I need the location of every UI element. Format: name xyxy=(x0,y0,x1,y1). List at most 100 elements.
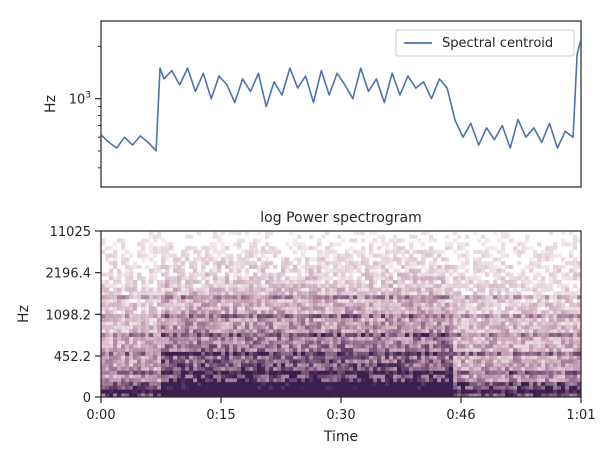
spectrogram-cell xyxy=(313,287,318,292)
spectrogram-cell xyxy=(145,283,150,288)
spectrogram-cell xyxy=(569,336,574,341)
spectrogram-cell xyxy=(437,336,442,341)
spectrogram-cell xyxy=(273,246,278,251)
spectrogram-cell xyxy=(117,329,122,334)
spectrogram-cell xyxy=(409,287,414,292)
spectrogram-cell xyxy=(329,332,334,337)
spectrogram-cell xyxy=(329,321,334,326)
spectrogram-cell xyxy=(533,378,538,383)
spectrogram-cell xyxy=(425,310,430,315)
spectrogram-cell xyxy=(197,280,202,285)
spectrogram-cell xyxy=(129,276,134,281)
spectrogram-cell xyxy=(389,393,394,397)
spectrogram-cell xyxy=(289,336,294,341)
spectrogram-cell xyxy=(313,370,318,375)
spectrogram-cell xyxy=(157,298,162,303)
spectrogram-cell xyxy=(317,355,322,360)
spectrogram-cell xyxy=(297,332,302,337)
spectrogram-cell xyxy=(265,344,270,349)
spectrogram-cell xyxy=(173,366,178,371)
spectrogram-cell xyxy=(413,366,418,371)
spectrogram-cell xyxy=(265,295,270,300)
spectrogram-cell xyxy=(521,347,526,353)
spectrogram-cell xyxy=(281,378,286,383)
spectrogram-cell xyxy=(509,329,514,334)
spectrogram-cell xyxy=(233,283,238,288)
spectrogram-cell xyxy=(205,321,210,326)
spectrogram-cell xyxy=(373,287,378,292)
spectrogram-cell xyxy=(425,298,430,303)
spectrogram-cell xyxy=(401,325,406,330)
spectrogram-cell xyxy=(269,231,274,236)
spectrogram-cell xyxy=(233,287,238,292)
spectrogram-cell xyxy=(425,276,430,281)
spectrogram-cell xyxy=(269,355,274,360)
spectrogram-cell xyxy=(105,385,110,390)
spectrogram-cell xyxy=(357,347,362,353)
spectrogram-cell xyxy=(425,336,430,341)
spectrogram-cell xyxy=(117,363,122,368)
spectrogram-cell xyxy=(261,287,266,292)
spectrogram-cell xyxy=(345,340,350,345)
spectrogram-cell xyxy=(321,336,326,341)
spectrogram-cell xyxy=(549,359,554,364)
spectrogram-cell xyxy=(333,257,338,262)
spectrogram-cell xyxy=(421,283,426,288)
spectrogram-cell xyxy=(297,351,302,356)
spectrogram-cell xyxy=(329,298,334,303)
spectrogram-cell xyxy=(353,295,358,300)
spectrogram-cell xyxy=(121,366,126,371)
spectrogram-cell xyxy=(445,298,450,303)
spectrogram-cell xyxy=(285,374,290,379)
spectrogram-cell xyxy=(245,385,250,390)
spectrogram-cell xyxy=(165,347,170,353)
spectrogram-cell xyxy=(325,317,330,322)
spectrogram-cell xyxy=(437,370,442,375)
spectrogram-cell xyxy=(445,287,450,292)
spectrogram-cell xyxy=(253,363,258,368)
spectrogram-cell xyxy=(149,389,154,394)
spectrogram-cell xyxy=(189,344,194,349)
spectrogram-cell xyxy=(293,385,298,390)
spectrogram-cell xyxy=(425,325,430,330)
spectrogram-cell xyxy=(549,378,554,383)
spectrogram-cell xyxy=(173,332,178,337)
spectrogram-cell xyxy=(373,363,378,368)
spectrogram-cell xyxy=(313,393,318,397)
spectrogram-cell xyxy=(441,393,446,397)
spectrogram-cell xyxy=(121,321,126,326)
spectrogram-cell xyxy=(213,321,218,326)
spectrogram-cell xyxy=(249,325,254,330)
spectrogram-cell xyxy=(421,370,426,375)
spectrogram-cell xyxy=(413,302,418,307)
spectrogram-cell xyxy=(377,306,382,311)
spectrogram-cell xyxy=(229,283,234,288)
spectrogram-cell xyxy=(357,310,362,315)
spectrogram-cell xyxy=(213,264,218,270)
spectrogram-cell xyxy=(389,238,394,243)
spectrogram-cell xyxy=(485,302,490,307)
spectrogram-cell xyxy=(161,287,166,292)
spectrogram-cell xyxy=(253,344,258,349)
spectrogram-cell xyxy=(325,325,330,330)
spectrogram-cell xyxy=(465,295,470,300)
spectrogram-cell xyxy=(353,336,358,341)
spectrogram-cell xyxy=(105,314,110,319)
spectrogram-cell xyxy=(325,306,330,311)
spectrogram-cell xyxy=(145,344,150,349)
spectrogram-cell xyxy=(569,393,574,397)
spectrogram-cell xyxy=(293,325,298,330)
spectrogram-cell xyxy=(301,366,306,371)
spectrogram-cell xyxy=(321,295,326,300)
spectrogram-cell xyxy=(549,276,554,281)
spectrogram-cell xyxy=(253,385,258,390)
spectrogram-cell xyxy=(297,302,302,307)
spectrogram-cell xyxy=(429,264,434,270)
spectrogram-cell xyxy=(469,385,474,390)
spectrogram-cell xyxy=(161,264,166,270)
spectrogram-cell xyxy=(209,359,214,364)
spectrogram-cell xyxy=(397,336,402,341)
spectrogram-cell xyxy=(481,306,486,311)
spectrogram-cell xyxy=(157,359,162,364)
spectrogram-cell xyxy=(361,238,366,243)
